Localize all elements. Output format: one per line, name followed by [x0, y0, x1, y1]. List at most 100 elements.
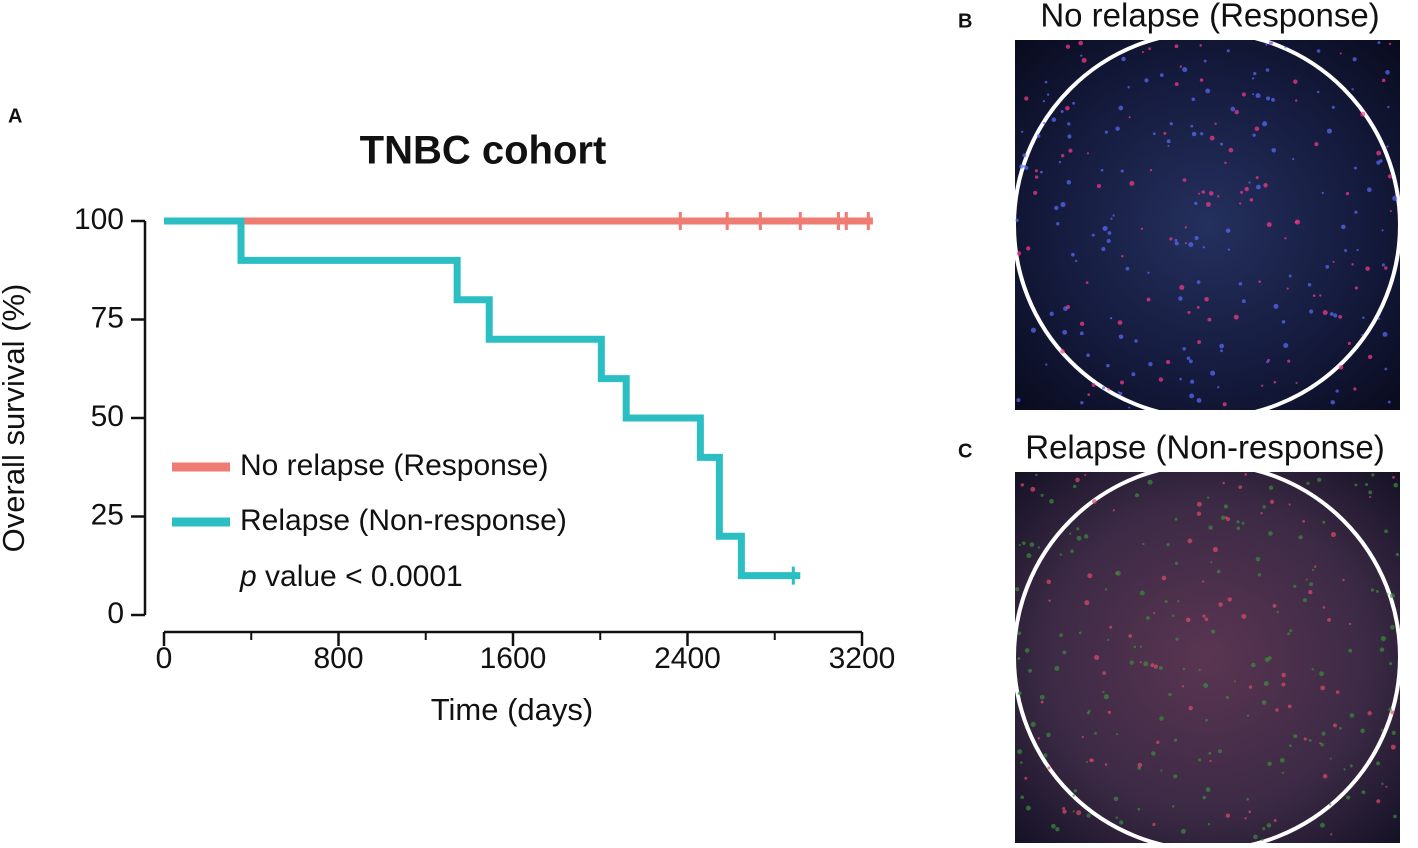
speck	[1306, 481, 1310, 485]
speck	[1039, 694, 1045, 700]
speck	[1303, 737, 1307, 741]
speck	[1066, 305, 1071, 309]
speck	[1251, 93, 1255, 96]
speck	[1172, 805, 1175, 808]
speck	[1071, 252, 1075, 257]
speck	[1059, 553, 1062, 556]
speck	[1023, 165, 1026, 168]
speck	[1208, 191, 1214, 196]
speck	[1167, 144, 1170, 147]
speck	[1078, 631, 1082, 635]
speck	[1220, 515, 1226, 520]
speck	[1335, 690, 1340, 694]
speck	[1062, 809, 1067, 814]
speck	[1319, 294, 1322, 297]
speck	[1268, 41, 1273, 45]
speck	[1169, 237, 1173, 241]
speck	[1175, 637, 1179, 641]
speck	[1268, 485, 1274, 490]
chart-title: TNBC cohort	[360, 129, 607, 173]
speck	[1091, 233, 1095, 237]
speck	[1187, 538, 1193, 544]
speck	[1034, 169, 1038, 173]
speck	[1319, 671, 1325, 677]
speck	[1308, 738, 1312, 742]
speck	[1377, 317, 1381, 320]
speck	[1354, 483, 1358, 487]
speck	[1295, 219, 1301, 225]
speck	[1102, 671, 1106, 675]
speck	[1179, 377, 1182, 381]
speck	[1327, 617, 1331, 622]
image-title: Relapse (Non-response)	[1025, 429, 1385, 466]
speck	[1060, 202, 1066, 208]
speck	[1174, 82, 1179, 87]
speck	[1199, 78, 1204, 82]
speck	[1107, 231, 1112, 235]
speck	[1226, 49, 1230, 53]
speck	[1139, 645, 1143, 648]
speck	[1322, 520, 1326, 524]
speck	[1369, 496, 1372, 499]
speck	[1202, 246, 1206, 249]
speck	[1314, 565, 1317, 568]
speck	[1198, 758, 1202, 762]
speck	[1266, 360, 1269, 364]
speck	[1248, 181, 1251, 184]
speck	[1187, 310, 1191, 314]
speck	[1204, 296, 1209, 302]
speck	[1266, 823, 1272, 828]
speck	[1341, 224, 1346, 230]
speck	[1137, 766, 1142, 770]
speck	[1307, 282, 1312, 287]
speck	[1375, 590, 1379, 593]
speck	[1205, 202, 1211, 207]
speck	[1206, 496, 1210, 499]
speck	[1217, 386, 1220, 389]
speck	[1198, 192, 1201, 195]
speck	[1292, 158, 1295, 161]
speck	[1059, 633, 1063, 637]
speck	[1196, 397, 1202, 403]
speck	[1143, 661, 1149, 667]
speck	[1240, 190, 1244, 194]
speck	[1205, 718, 1208, 722]
speck	[1020, 761, 1023, 764]
speck	[1070, 549, 1074, 553]
speck	[1060, 349, 1065, 354]
speck	[1223, 504, 1228, 509]
speck	[1128, 406, 1131, 409]
speck	[1222, 481, 1225, 485]
speck	[1185, 617, 1191, 623]
speck	[1388, 42, 1392, 46]
speck	[1287, 632, 1291, 636]
speck	[1198, 668, 1201, 672]
speck	[1148, 361, 1153, 367]
speck	[1107, 710, 1111, 714]
annotation: p value < 0.0001	[239, 560, 463, 593]
speck	[1222, 402, 1227, 407]
speck	[1060, 154, 1065, 158]
speck	[1080, 401, 1084, 405]
speck	[1017, 657, 1021, 661]
speck	[1017, 691, 1022, 696]
speck	[1333, 313, 1338, 318]
speck	[1080, 54, 1083, 57]
speck	[1040, 170, 1043, 174]
speck	[1361, 333, 1364, 337]
speck	[1134, 339, 1138, 343]
speck	[1066, 180, 1072, 185]
speck	[1241, 521, 1245, 525]
speck	[1137, 807, 1141, 811]
speck	[1224, 161, 1227, 165]
speck	[1381, 782, 1384, 785]
speck	[1228, 147, 1234, 153]
speck	[1238, 282, 1243, 286]
speck	[1033, 190, 1038, 195]
speck	[1330, 532, 1336, 538]
speck	[1316, 49, 1321, 53]
speck	[1016, 251, 1022, 256]
speck	[1393, 482, 1399, 488]
speck	[1103, 694, 1109, 700]
speck	[1320, 685, 1325, 691]
